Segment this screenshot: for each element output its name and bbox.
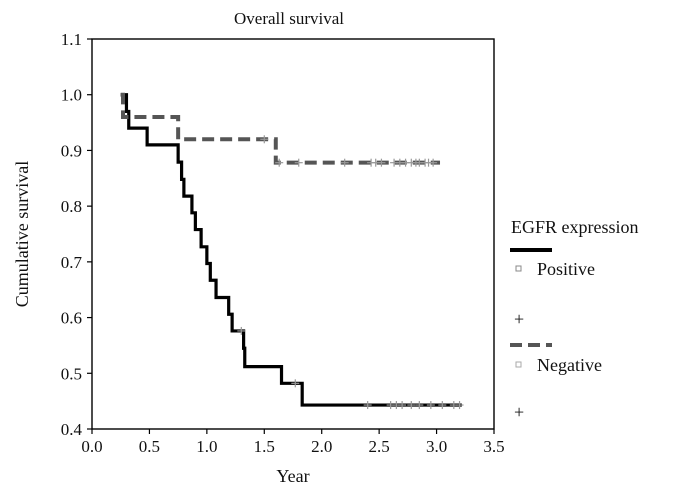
legend-negative-censor-label: + xyxy=(514,402,524,422)
y-axis-ticks: 0.4 0.5 0.6 0.7 0.8 0.9 1.0 1.1 xyxy=(61,30,92,439)
y-tick-label: 0.7 xyxy=(61,253,83,272)
positive-censor-mark xyxy=(438,401,447,410)
x-tick-label: 1.0 xyxy=(196,437,217,456)
x-tick-label: 1.5 xyxy=(254,437,275,456)
x-tick-label: 0.0 xyxy=(81,437,102,456)
y-axis-title: Cumulative survival xyxy=(12,161,32,307)
legend-title: EGFR expression xyxy=(511,217,639,237)
negative-censor-mark xyxy=(294,158,303,167)
legend-positive-label: Positive xyxy=(537,259,595,279)
x-axis-ticks: 0.0 0.5 1.0 1.5 2.0 2.5 3.0 3.5 xyxy=(81,429,505,456)
positive-censor-mark xyxy=(407,401,416,410)
legend-negative-label: Negative xyxy=(537,355,602,375)
x-tick-label: 3.0 xyxy=(426,437,447,456)
negative-censor-mark xyxy=(260,135,269,144)
y-tick-label: 0.8 xyxy=(61,197,82,216)
positive-survival-line xyxy=(120,93,462,407)
legend: EGFR expression Positive + Negative + xyxy=(510,217,639,422)
positive-censor-mark xyxy=(455,401,464,410)
y-tick-label: 1.0 xyxy=(61,86,82,105)
positive-censor-mark xyxy=(363,401,372,410)
positive-censor-mark xyxy=(415,401,424,410)
positive-censor-mark xyxy=(237,326,246,335)
positive-censor-mark xyxy=(398,401,407,410)
y-tick-label: 0.4 xyxy=(61,420,83,439)
x-tick-label: 2.0 xyxy=(311,437,332,456)
x-tick-label: 0.5 xyxy=(139,437,160,456)
positive-censor-mark xyxy=(426,401,435,410)
plot-area xyxy=(91,38,495,430)
negative-survival-line xyxy=(120,92,441,165)
y-tick-label: 0.6 xyxy=(61,309,82,328)
negative-censor-mark xyxy=(340,158,349,167)
positive-censor-mark xyxy=(291,379,300,388)
chart-title: Overall survival xyxy=(234,9,344,28)
negative-censor-mark xyxy=(275,158,284,167)
negative-censor-mark xyxy=(377,158,386,167)
y-tick-label: 0.9 xyxy=(61,141,82,160)
series-layer xyxy=(120,92,464,410)
negative-censor-mark xyxy=(429,158,438,167)
legend-positive-marker xyxy=(515,265,522,272)
x-tick-label: 2.5 xyxy=(369,437,390,456)
y-tick-label: 0.5 xyxy=(61,364,82,383)
legend-negative-marker xyxy=(515,361,522,368)
y-tick-label: 1.1 xyxy=(61,30,82,49)
legend-positive-censor-label: + xyxy=(514,309,524,329)
x-axis-title: Year xyxy=(276,466,309,486)
x-tick-label: 3.5 xyxy=(483,437,504,456)
